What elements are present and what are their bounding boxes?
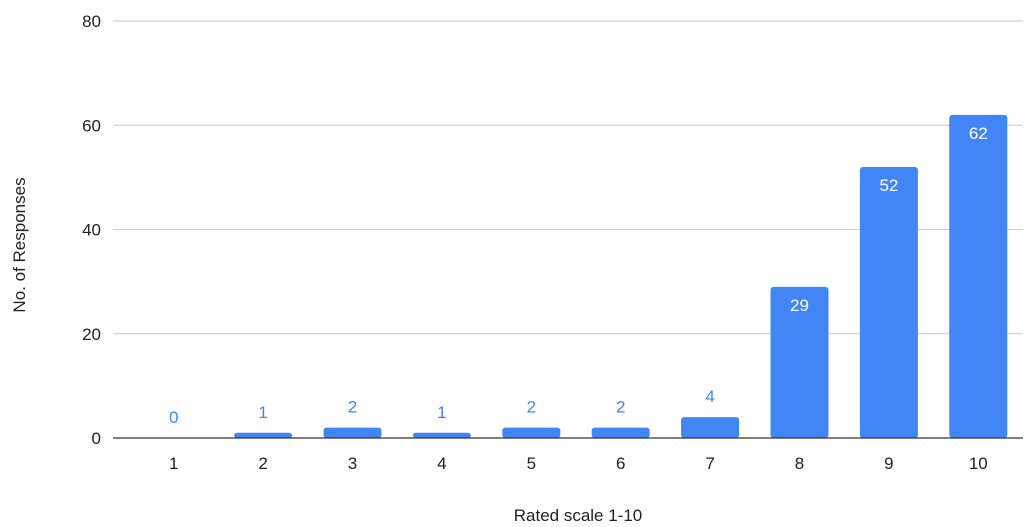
y-tick-label: 60 xyxy=(82,116,101,135)
y-tick-label: 40 xyxy=(82,221,101,240)
data-label-8: 29 xyxy=(790,296,809,315)
bar-4 xyxy=(412,432,471,438)
x-axis-title: Rated scale 1-10 xyxy=(514,506,643,525)
x-tick-label: 2 xyxy=(258,454,267,473)
x-tick-label: 4 xyxy=(437,454,446,473)
data-label-6: 2 xyxy=(616,398,625,417)
x-tick-label: 10 xyxy=(969,454,988,473)
data-label-7: 4 xyxy=(705,387,714,406)
data-label-10: 62 xyxy=(969,124,988,143)
x-tick-label: 7 xyxy=(705,454,714,473)
bar-9 xyxy=(859,166,918,438)
bar-8 xyxy=(770,286,829,438)
x-tick-label: 3 xyxy=(348,454,357,473)
y-tick-label: 80 xyxy=(82,12,101,31)
y-axis-title: No. of Responses xyxy=(10,177,29,312)
data-label-2: 1 xyxy=(258,403,267,422)
data-labels: 0 1 2 1 2 2 4 29 52 62 xyxy=(169,124,988,427)
x-tick-label: 6 xyxy=(616,454,625,473)
data-label-5: 2 xyxy=(527,398,536,417)
bar-7 xyxy=(681,417,740,438)
x-tick-label: 1 xyxy=(169,454,178,473)
bar-5 xyxy=(502,427,561,438)
y-axis-ticks: 0 20 40 60 80 xyxy=(82,12,101,448)
data-label-4: 1 xyxy=(437,403,446,422)
x-tick-label: 8 xyxy=(795,454,804,473)
bar-10 xyxy=(949,114,1008,438)
y-tick-label: 20 xyxy=(82,325,101,344)
x-tick-label: 5 xyxy=(527,454,536,473)
bar-2 xyxy=(234,432,293,438)
bar-3 xyxy=(323,427,382,438)
data-label-3: 2 xyxy=(348,398,357,417)
x-tick-label: 9 xyxy=(884,454,893,473)
x-axis-ticks: 1 2 3 4 5 6 7 8 9 10 xyxy=(169,454,988,473)
data-label-9: 52 xyxy=(879,176,898,195)
bars xyxy=(234,114,1008,438)
data-label-1: 0 xyxy=(169,408,178,427)
y-tick-label: 0 xyxy=(92,429,101,448)
bar-6 xyxy=(591,427,650,438)
